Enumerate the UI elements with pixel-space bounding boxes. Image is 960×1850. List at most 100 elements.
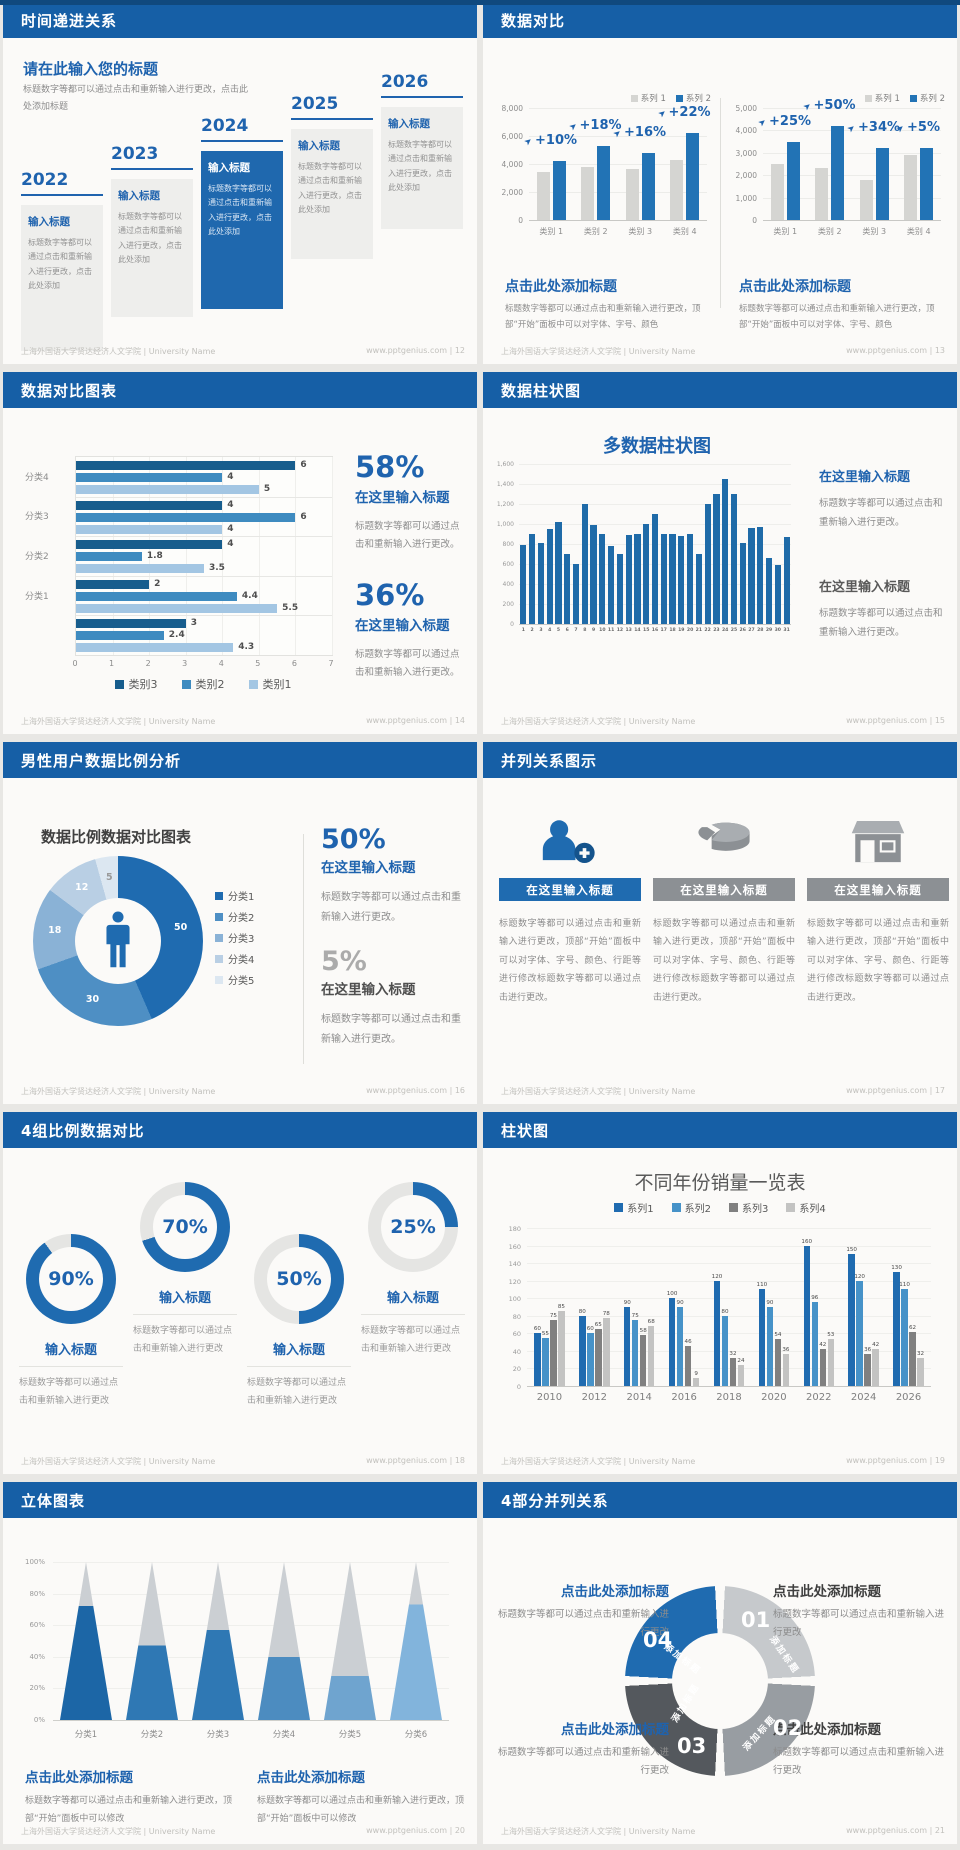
block-title: 点击此处添加标题 — [561, 1722, 669, 1738]
slide-15-column-chart: 数据柱状图 多数据柱状图 0 200 400 600 800 1,000 1,200 1,40… — [483, 372, 957, 734]
slide-title: 数据对比图表 — [21, 381, 118, 400]
slide-footer: 上海外国语大学贤达经济人文学院 | University Name www.pp… — [501, 1456, 945, 1467]
progress-ring: 70% — [140, 1182, 230, 1272]
intro-body: 标题数字等都可以通过点击和重新输入进行更改，点击此处添加标题 — [23, 85, 249, 113]
timeline-year: 2022 — [21, 170, 103, 196]
slide-16-male-ratio-analysis: 男性用户数据比例分析 数据比例数据对比图表 50 30 18 12 5 分类1 分类2 分类… — [3, 742, 477, 1104]
item-body: 标题数字等都可以通过点击和重新输入进行更改 — [19, 1378, 119, 1406]
progress-ring: 50% — [254, 1234, 344, 1324]
block-body: 标题数字等都可以通过点击和重新输入进行更改，顶部“开始”面板中可以修改 — [25, 1796, 233, 1824]
chart-legend: 分类1 分类2 分类3 分类4 分类5 — [215, 888, 254, 993]
slide-footer: 上海外国语大学贤达经济人文学院 | University Name www.pp… — [21, 1086, 465, 1097]
intro-title: 请在此输入您的标题 — [23, 60, 159, 78]
timeline-year: 2026 — [381, 72, 463, 98]
slide-header: 立体图表 — [3, 1482, 477, 1518]
stat-value: 50% — [321, 824, 386, 855]
ratio-item: 70% 输入标题 标题数字等都可以通过点击和重新输入进行更改 — [133, 1182, 237, 1358]
ratio-item: 25% 输入标题 标题数字等都可以通过点击和重新输入进行更改 — [361, 1182, 465, 1358]
person-plus-icon — [499, 806, 641, 878]
panel-divider — [720, 98, 721, 308]
ratio-item: 50% 输入标题标题数字等都可以通过点击和重新输入进行更改 — [247, 1234, 351, 1410]
slide-title: 数据柱状图 — [501, 381, 582, 400]
slide-footer: 上海外国语大学贤达经济人文学院 | University Name www.pp… — [21, 716, 465, 727]
timeline-column: 2025 输入标题 标题数字等都可以通过点击和重新输入进行更改，点击此处添加 — [291, 94, 373, 259]
slide-18-four-ratio-comparison: 4组比例数据对比 90% 输入标题 标题数字等都可以通过点击和重新输入进行更改 70%… — [3, 1112, 477, 1474]
timeline-box: 输入标题 标题数字等都可以通过点击和重新输入进行更改，点击此处添加 — [201, 151, 283, 309]
footer-left: 上海外国语大学贤达经济人文学院 | University Name — [21, 717, 216, 726]
timeline: 2022 输入标题 标题数字等都可以通过点击和重新输入进行更改，点击此处添加 2023… — [19, 38, 463, 351]
stat-value: 36% — [355, 578, 425, 612]
footer-right: www.pptgenius.com | 15 — [846, 716, 945, 725]
ratio-item: 90% 输入标题 标题数字等都可以通过点击和重新输入进行更改 — [19, 1234, 123, 1410]
column-body: 标题数字等都可以通过点击和重新输入进行更改，顶部“开始”面板中可以对字体、字号、… — [653, 919, 795, 1003]
timeline-column: 2026 输入标题 标题数字等都可以通过点击和重新输入进行更改，点击此处添加 — [381, 72, 463, 229]
block-title: 点击此处添加标题 — [561, 1584, 669, 1600]
segment-number: 02 — [773, 1716, 803, 1740]
slide-footer: 上海外国语大学贤达经济人文学院 | University Name www.pp… — [501, 716, 945, 727]
stat-value: 58% — [355, 450, 425, 484]
stat-body: 标题数字等都可以通过点击和重新输入进行更改。 — [321, 892, 461, 923]
donut-chart: 50 30 18 12 5 — [33, 856, 203, 1026]
block-title: 点击此处添加标题 — [257, 1770, 365, 1786]
slide-13-data-comparison: 数据对比 系列 1 系列 2 0 2,000 4,000 6,000 8,000 类别 1 类别… — [483, 2, 957, 364]
block-title: 点击此处添加标题 — [773, 1584, 881, 1600]
timeline-year: 2025 — [291, 94, 373, 120]
item-body: 标题数字等都可以通过点击和重新输入进行更改 — [247, 1378, 347, 1406]
slide-title: 数据对比 — [501, 11, 566, 30]
item-title: 输入标题 — [19, 1339, 123, 1367]
chart-title: 不同年份销量一览表 — [634, 1172, 806, 1194]
stat-body: 标题数字等都可以通过点击和重新输入进行更改。 — [355, 649, 460, 679]
item-title: 输入标题 — [361, 1287, 465, 1315]
slide-content: 在这里输入标题 标题数字等都可以通过点击和重新输入进行更改，顶部“开始”面板中可… — [483, 778, 957, 1104]
panel-body: 标题数字等都可以通过点击和重新输入进行更改，顶部“开始”面板中可以对字体、字号、… — [505, 304, 701, 330]
slide-footer: 上海外国语大学贤达经济人文学院 | University Name www.pp… — [501, 346, 945, 357]
block-body: 标题数字等都可以通过点击和重新输入进行更改。 — [819, 498, 943, 528]
block-body: 标题数字等都可以通过点击和重新输入进行更改 — [773, 1747, 945, 1777]
slide-content: 数据比例数据对比图表 50 30 18 12 5 分类1 分类2 分类3 分类4 分类5 50%… — [3, 778, 477, 1104]
slide-content: 90% 输入标题 标题数字等都可以通过点击和重新输入进行更改 70% 输入标题 标题数字等… — [3, 1148, 477, 1474]
segment-number: 01 — [741, 1608, 771, 1632]
four-part-ring-diagram: 01 02 03 04 添加标题 添加标题 添加标题 添加标题 — [625, 1586, 815, 1776]
slide-header: 数据柱状图 — [483, 372, 957, 408]
column-title-bar: 在这里输入标题 — [653, 878, 795, 901]
footer-left: 上海外国语大学贤达经济人文学院 | University Name — [501, 717, 696, 726]
slide-content: 01 02 03 04 添加标题 添加标题 添加标题 添加标题 点击此处添加标题 标题数字等都… — [483, 1518, 957, 1844]
stat-body: 标题数字等都可以通过点击和重新输入进行更改。 — [321, 1014, 461, 1045]
block-title: 点击此处添加标题 — [773, 1722, 881, 1738]
slide-footer: 上海外国语大学贤达经济人文学院 | University Name www.pp… — [501, 1826, 945, 1837]
footer-left: 上海外国语大学贤达经济人文学院 | University Name — [501, 1457, 696, 1466]
column-body: 标题数字等都可以通过点击和重新输入进行更改，顶部“开始”面板中可以对字体、字号、… — [499, 919, 641, 1003]
item-title: 输入标题 — [247, 1339, 351, 1367]
slide-content: 多数据柱状图 0 200 400 600 800 1,000 1,200 1,400 1,600… — [483, 408, 957, 734]
timeline-box: 输入标题 标题数字等都可以通过点击和重新输入进行更改，点击此处添加 — [291, 129, 373, 259]
slide-header: 数据对比 — [483, 2, 957, 38]
slide-content: 不同年份销量一览表 系列1 系列2 系列3 系列4 0 20 40 60 80 100 120 14… — [483, 1148, 957, 1474]
block-body: 标题数字等都可以通过点击和重新输入进行更改，顶部“开始”面板中可以修改 — [257, 1796, 465, 1824]
slide-header: 时间递进关系 — [3, 2, 477, 38]
slide-title: 时间递进关系 — [21, 11, 118, 30]
footer-left: 上海外国语大学贤达经济人文学院 | University Name — [21, 1457, 216, 1466]
item-body: 标题数字等都可以通过点击和重新输入进行更改 — [133, 1326, 233, 1354]
sheet-top-strip — [0, 0, 960, 5]
footer-left: 上海外国语大学贤达经济人文学院 | University Name — [21, 1827, 216, 1836]
timeline-year: 2024 — [201, 116, 283, 142]
slide-header: 柱状图 — [483, 1112, 957, 1148]
footer-right: www.pptgenius.com | 16 — [366, 1086, 465, 1095]
slide-footer: 上海外国语大学贤达经济人文学院 | University Name www.pp… — [21, 1456, 465, 1467]
slide-21-four-part-relationship: 4部分并列关系 01 02 03 04 添加标题 添加标题 添加标题 添加标题 点击此处添加标… — [483, 1482, 957, 1844]
slide-14-bar-comparison: 数据对比图表 分类4 分类3 分类2 分类1 6 4 5 4 6 4 4 1.8 3.5 2 4.4 5.5 3… — [3, 372, 477, 734]
block-title: 点击此处添加标题 — [25, 1770, 133, 1786]
footer-right: www.pptgenius.com | 12 — [366, 346, 465, 355]
stat-title: 在这里输入标题 — [355, 618, 450, 634]
footer-left: 上海外国语大学贤达经济人文学院 | University Name — [501, 347, 696, 356]
timeline-box: 输入标题 标题数字等都可以通过点击和重新输入进行更改，点击此处添加 — [381, 107, 463, 229]
column-title-bar: 在这里输入标题 — [499, 878, 641, 901]
timeline-year: 2023 — [111, 144, 193, 170]
donut-center-icon — [33, 856, 203, 1026]
block-title: 在这里输入标题 — [819, 470, 911, 485]
footer-left: 上海外国语大学贤达经济人文学院 | University Name — [501, 1087, 696, 1096]
pyramid-chart: 0% 20% 40% 60% 80% 100% 分类1 分类2 分类3 分类4 分类5 分类6 — [19, 1548, 459, 1748]
item-body: 标题数字等都可以通过点击和重新输入进行更改 — [361, 1326, 461, 1354]
slide-footer: 上海外国语大学贤达经济人文学院 | University Name www.pp… — [501, 1086, 945, 1097]
